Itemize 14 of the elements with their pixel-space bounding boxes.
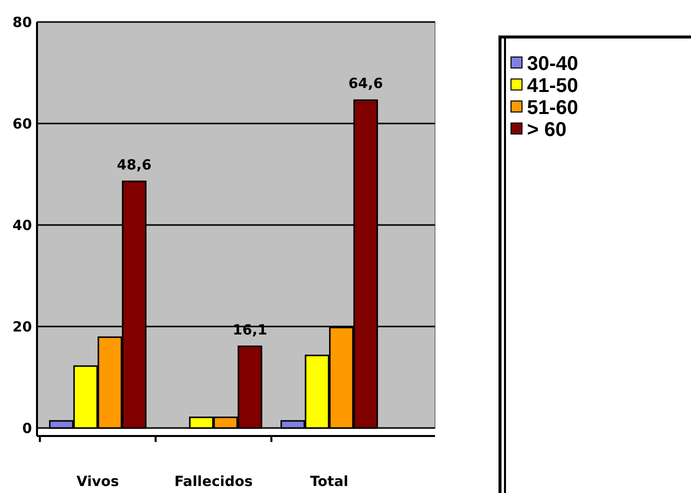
legend-label: 30-40 [527, 53, 578, 75]
y-tick-label: 20 [12, 320, 32, 336]
y-tick-label: 0 [22, 421, 32, 437]
legend-label: > 60 [527, 119, 566, 141]
y-tick-label: 60 [12, 116, 32, 132]
x-tick-label: Total [310, 474, 348, 490]
data-label: 64,6 [348, 76, 383, 92]
x-tick-label: Vivos [76, 474, 119, 490]
y-tick-label: 40 [12, 218, 32, 234]
legend-label: 41-50 [527, 75, 578, 97]
legend-label: 51-60 [527, 97, 578, 119]
y-tick-label: 80 [12, 15, 32, 31]
data-label: 48,6 [116, 157, 152, 174]
x-tick-label: Fallecidos [174, 474, 253, 490]
